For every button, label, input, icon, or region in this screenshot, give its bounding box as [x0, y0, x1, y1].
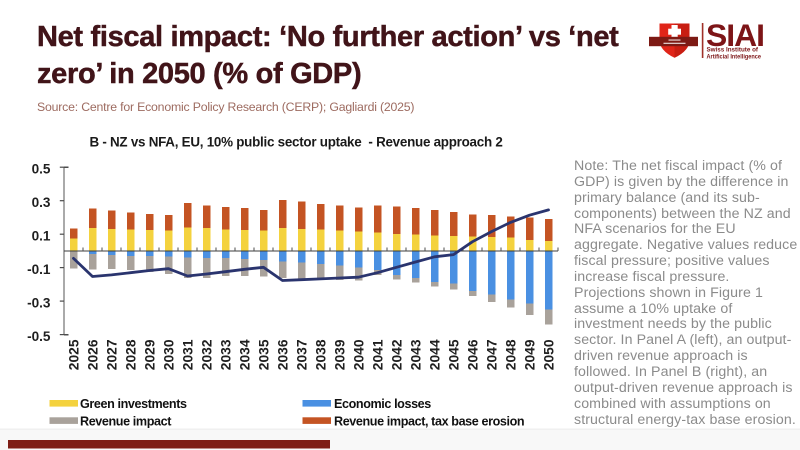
svg-text:2047: 2047	[485, 339, 500, 370]
svg-text:2050: 2050	[542, 339, 557, 370]
svg-text:2042: 2042	[390, 339, 405, 370]
svg-text:-0.1: -0.1	[27, 262, 51, 277]
svg-text:B - NZ vs NFA, EU, 10% public: B - NZ vs NFA, EU, 10% public sector upt…	[89, 135, 502, 150]
svg-text:2025: 2025	[67, 339, 82, 370]
svg-text:-0.3: -0.3	[27, 295, 51, 310]
svg-text:0.3: 0.3	[32, 195, 51, 210]
svg-text:2048: 2048	[504, 339, 519, 370]
svg-text:2036: 2036	[276, 339, 291, 370]
svg-text:Green investments: Green investments	[80, 397, 187, 411]
svg-text:2035: 2035	[257, 339, 272, 370]
svg-text:-0.5: -0.5	[27, 329, 51, 344]
svg-text:2027: 2027	[105, 339, 120, 370]
svg-text:Revenue impact, tax base erosi: Revenue impact, tax base erosion	[334, 414, 524, 428]
svg-text:0.1: 0.1	[32, 229, 51, 244]
svg-text:2034: 2034	[238, 339, 253, 370]
svg-text:2041: 2041	[371, 339, 386, 370]
svg-text:Artificial Intelligence: Artificial Intelligence	[707, 53, 762, 60]
svg-text:2045: 2045	[447, 339, 462, 370]
svg-text:Economic losses: Economic losses	[334, 397, 431, 411]
svg-text:2031: 2031	[181, 339, 196, 370]
svg-text:2032: 2032	[200, 339, 215, 370]
svg-text:SIAI: SIAI	[706, 17, 764, 53]
svg-text:0.5: 0.5	[32, 162, 51, 177]
svg-text:2044: 2044	[428, 339, 443, 370]
svg-text:2026: 2026	[86, 339, 101, 370]
svg-text:2043: 2043	[409, 339, 424, 370]
svg-text:2040: 2040	[352, 339, 367, 370]
svg-text:2039: 2039	[333, 339, 348, 370]
svg-text:2049: 2049	[523, 339, 538, 370]
svg-text:2046: 2046	[466, 339, 481, 370]
svg-text:2037: 2037	[295, 339, 310, 370]
svg-text:2030: 2030	[162, 339, 177, 370]
svg-text:2033: 2033	[219, 339, 234, 370]
svg-text:2028: 2028	[124, 339, 139, 370]
svg-text:2029: 2029	[143, 339, 158, 370]
svg-text:Revenue impact: Revenue impact	[80, 414, 172, 428]
svg-text:Swiss Institute of: Swiss Institute of	[707, 46, 759, 53]
svg-text:2038: 2038	[314, 339, 329, 370]
